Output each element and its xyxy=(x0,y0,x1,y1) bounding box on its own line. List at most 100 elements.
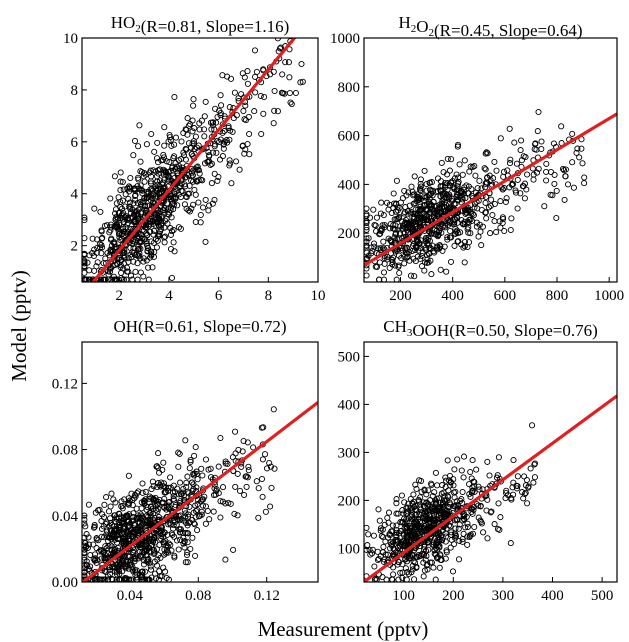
data-point xyxy=(393,276,400,282)
data-point xyxy=(397,543,404,550)
data-point xyxy=(279,90,286,97)
data-point xyxy=(401,521,409,528)
data-point xyxy=(508,215,515,222)
data-point xyxy=(364,235,370,242)
data-point xyxy=(114,256,121,263)
data-point xyxy=(105,542,112,550)
data-point xyxy=(112,527,119,535)
data-point xyxy=(438,200,446,208)
data-point xyxy=(136,572,143,579)
data-point xyxy=(239,142,246,149)
y-tick-label: 8 xyxy=(71,83,79,99)
data-point xyxy=(217,434,224,442)
data-point xyxy=(421,508,428,515)
data-point xyxy=(128,561,135,568)
data-point xyxy=(454,143,461,150)
data-point xyxy=(150,550,157,557)
data-point xyxy=(220,141,227,148)
data-point xyxy=(144,576,151,582)
data-point xyxy=(161,234,168,241)
data-point xyxy=(434,482,441,489)
data-point xyxy=(138,209,145,216)
data-point xyxy=(82,262,88,270)
y-tick-label: 100 xyxy=(338,541,361,557)
data-point xyxy=(89,249,96,257)
x-tick-label: 0.04 xyxy=(117,588,144,604)
data-point xyxy=(148,251,155,258)
data-point xyxy=(470,478,477,485)
data-point xyxy=(444,155,451,162)
data-point xyxy=(168,192,175,199)
data-point xyxy=(178,491,185,498)
data-point xyxy=(558,123,565,130)
data-point xyxy=(411,576,418,582)
data-point xyxy=(511,139,518,146)
data-point xyxy=(150,496,157,503)
data-point xyxy=(202,456,210,463)
data-point xyxy=(116,519,123,526)
data-point xyxy=(97,244,104,251)
data-point xyxy=(213,149,220,156)
data-point xyxy=(454,502,461,509)
data-point xyxy=(502,198,509,206)
data-point xyxy=(527,465,534,472)
scatter-points xyxy=(82,406,278,582)
data-point xyxy=(176,491,183,498)
data-point xyxy=(115,231,122,238)
data-point xyxy=(396,269,403,277)
data-point xyxy=(113,200,120,207)
y-tick-label: 400 xyxy=(338,397,361,413)
data-point xyxy=(82,556,88,563)
data-point xyxy=(140,273,147,280)
data-point xyxy=(477,517,484,524)
data-point xyxy=(432,497,439,504)
y-tick-label: 0.12 xyxy=(52,376,78,392)
data-point xyxy=(161,185,168,192)
data-point xyxy=(417,237,424,244)
data-point xyxy=(177,479,184,486)
data-point xyxy=(380,238,387,245)
data-point xyxy=(497,224,504,231)
data-point xyxy=(194,506,201,514)
data-point xyxy=(144,190,151,197)
data-point xyxy=(130,152,137,159)
data-point xyxy=(508,496,515,503)
data-point xyxy=(460,453,468,460)
data-point xyxy=(579,160,586,167)
data-point xyxy=(167,231,174,238)
data-point xyxy=(421,528,428,535)
data-point xyxy=(153,219,161,226)
data-point xyxy=(387,545,394,552)
data-point xyxy=(85,501,92,508)
data-point xyxy=(429,493,436,500)
data-point xyxy=(451,530,458,537)
data-point xyxy=(478,242,485,249)
data-point xyxy=(450,489,457,496)
data-point xyxy=(90,524,98,531)
y-tick-label: 400 xyxy=(338,177,361,193)
data-point xyxy=(576,154,583,161)
data-point xyxy=(129,564,136,571)
data-point xyxy=(141,195,148,202)
data-point xyxy=(178,187,185,194)
data-point xyxy=(448,529,455,536)
data-point xyxy=(132,268,139,275)
data-point xyxy=(422,194,429,201)
data-point xyxy=(161,539,168,546)
data-point xyxy=(175,449,182,456)
data-point xyxy=(143,195,150,202)
data-point xyxy=(245,463,252,470)
data-point xyxy=(95,507,102,514)
data-point xyxy=(85,534,92,541)
data-point xyxy=(246,130,253,138)
data-point xyxy=(444,234,451,241)
data-point xyxy=(460,510,468,518)
x-tick-label: 100 xyxy=(392,588,415,604)
data-point xyxy=(222,556,229,563)
data-point xyxy=(133,567,140,574)
data-point xyxy=(177,194,184,201)
data-point xyxy=(447,258,455,265)
data-point xyxy=(255,514,262,521)
data-point xyxy=(171,248,178,255)
data-point xyxy=(465,207,472,214)
